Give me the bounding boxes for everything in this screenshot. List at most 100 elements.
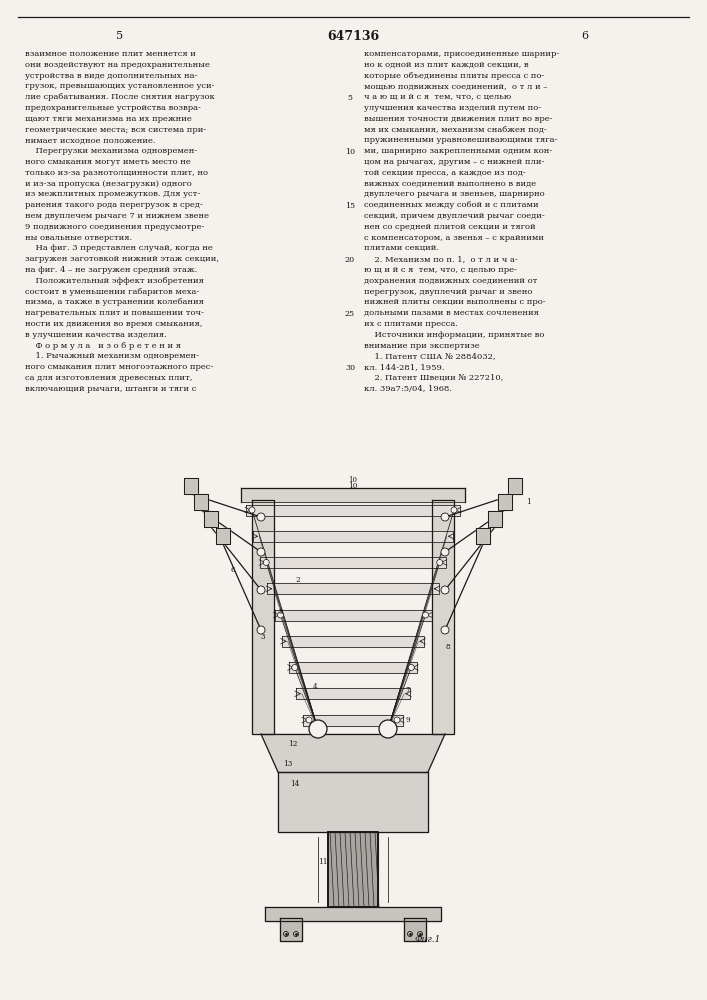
Text: ранения такого рода перегрузок в сред-: ранения такого рода перегрузок в сред- — [25, 201, 203, 209]
Polygon shape — [253, 531, 453, 542]
Text: на фиг. 4 – не загружен средний этаж.: на фиг. 4 – не загружен средний этаж. — [25, 266, 197, 274]
Text: 4: 4 — [312, 683, 317, 691]
Text: 6: 6 — [581, 31, 588, 41]
Polygon shape — [498, 494, 512, 510]
Text: дольными пазами в местах сочленения: дольными пазами в местах сочленения — [364, 309, 539, 317]
Text: включающий рычаги, штанги и тяги с: включающий рычаги, штанги и тяги с — [25, 385, 197, 393]
Text: нен со средней плитой секции и тягой: нен со средней плитой секции и тягой — [364, 223, 536, 231]
Circle shape — [257, 586, 265, 594]
Polygon shape — [280, 918, 302, 941]
Text: 647136: 647136 — [327, 29, 379, 42]
Polygon shape — [216, 528, 230, 544]
Text: Положительный эффект изобретения: Положительный эффект изобретения — [25, 277, 204, 285]
Text: улучшения качества изделий путем по-: улучшения качества изделий путем по- — [364, 104, 541, 112]
Text: состоит в уменьшении габаритов меха-: состоит в уменьшении габаритов меха- — [25, 288, 199, 296]
Text: Перегрузки механизма одновремен-: Перегрузки механизма одновремен- — [25, 147, 197, 155]
Circle shape — [257, 548, 265, 556]
Text: 11: 11 — [318, 858, 328, 866]
Polygon shape — [476, 528, 490, 544]
Text: ного смыкания плит многоэтажного прес-: ного смыкания плит многоэтажного прес- — [25, 363, 214, 371]
Circle shape — [278, 612, 284, 618]
Text: 12: 12 — [288, 740, 298, 748]
Circle shape — [441, 626, 449, 634]
Text: 2. Патент Швеции № 227210,: 2. Патент Швеции № 227210, — [364, 374, 503, 382]
Circle shape — [437, 560, 443, 566]
Text: Источники информации, принятые во: Источники информации, принятые во — [364, 331, 544, 339]
Text: 9: 9 — [406, 716, 410, 724]
Circle shape — [441, 586, 449, 594]
Polygon shape — [328, 832, 378, 907]
Text: но к одной из плит каждой секции, в: но к одной из плит каждой секции, в — [364, 61, 529, 69]
Text: пружиненными уравновешивающими тяга-: пружиненными уравновешивающими тяга- — [364, 136, 557, 144]
Polygon shape — [281, 636, 424, 647]
Polygon shape — [488, 511, 502, 527]
Polygon shape — [246, 504, 460, 516]
Circle shape — [379, 720, 397, 738]
Text: Фиг.1: Фиг.1 — [415, 936, 441, 944]
Text: с компенсатором, а звенья – с крайними: с компенсатором, а звенья – с крайними — [364, 234, 544, 242]
Text: грузок, превышающих установленное уси-: грузок, превышающих установленное уси- — [25, 82, 214, 90]
Text: предохранительные устройства возвра-: предохранительные устройства возвра- — [25, 104, 201, 112]
Text: кл. 39а7:5/04, 1968.: кл. 39а7:5/04, 1968. — [364, 385, 452, 393]
Polygon shape — [261, 734, 445, 772]
Text: 5: 5 — [279, 608, 284, 616]
Text: мя их смыкания, механизм снабжен под-: мя их смыкания, механизм снабжен под- — [364, 126, 547, 134]
Polygon shape — [204, 511, 218, 527]
Text: 25: 25 — [345, 310, 355, 318]
Text: 2: 2 — [296, 576, 300, 584]
Circle shape — [306, 717, 312, 723]
Text: 8: 8 — [445, 643, 450, 651]
Circle shape — [451, 507, 457, 513]
Text: нагревательных плит и повышении точ-: нагревательных плит и повышении точ- — [25, 309, 204, 317]
Polygon shape — [303, 714, 403, 726]
Text: секций, причем двуплечий рычаг соеди-: секций, причем двуплечий рычаг соеди- — [364, 212, 545, 220]
Circle shape — [309, 720, 327, 738]
Polygon shape — [508, 478, 522, 494]
Text: 14: 14 — [291, 780, 300, 788]
Text: внимание при экспертизе: внимание при экспертизе — [364, 342, 479, 350]
Text: щают тяги механизма на их прежние: щают тяги механизма на их прежние — [25, 115, 192, 123]
Polygon shape — [404, 918, 426, 941]
Text: компенсаторами, присоединенные шарнир-: компенсаторами, присоединенные шарнир- — [364, 50, 559, 58]
Text: их с плитами пресса.: их с плитами пресса. — [364, 320, 458, 328]
Text: ного смыкания могут иметь место не: ного смыкания могут иметь место не — [25, 158, 191, 166]
Text: цом на рычагах, другим – с нижней пли-: цом на рычагах, другим – с нижней пли- — [364, 158, 544, 166]
Polygon shape — [265, 907, 441, 921]
Text: На фиг. 3 представлен случай, когда не: На фиг. 3 представлен случай, когда не — [25, 244, 213, 252]
Polygon shape — [184, 478, 198, 494]
Text: 1. Патент США № 2884032,: 1. Патент США № 2884032, — [364, 352, 496, 360]
Text: 10: 10 — [349, 476, 358, 484]
Text: устройства в виде дополнительных на-: устройства в виде дополнительных на- — [25, 72, 197, 80]
Text: 13: 13 — [284, 760, 293, 768]
Text: 7: 7 — [406, 686, 410, 694]
Text: нем двуплечем рычаге 7 и нижнем звене: нем двуплечем рычаге 7 и нижнем звене — [25, 212, 209, 220]
Text: дохранения подвижных соединений от: дохранения подвижных соединений от — [364, 277, 537, 285]
Text: вижных соединений выполнено в виде: вижных соединений выполнено в виде — [364, 180, 536, 188]
Circle shape — [408, 664, 414, 670]
Text: ю щ и й с я  тем, что, с целью пре-: ю щ и й с я тем, что, с целью пре- — [364, 266, 517, 274]
Text: загружен заготовкой нижний этаж секции,: загружен заготовкой нижний этаж секции, — [25, 255, 219, 263]
Circle shape — [249, 507, 255, 513]
Text: 5: 5 — [348, 94, 353, 102]
Polygon shape — [194, 494, 208, 510]
Text: мощью подвижных соединений,  о т л и –: мощью подвижных соединений, о т л и – — [364, 82, 547, 90]
Text: и из-за пропуска (незагрузки) одного: и из-за пропуска (незагрузки) одного — [25, 180, 192, 188]
Circle shape — [441, 548, 449, 556]
Text: в улучшении качества изделия.: в улучшении качества изделия. — [25, 331, 167, 339]
Circle shape — [257, 626, 265, 634]
Polygon shape — [241, 488, 465, 502]
Text: нижней плиты секции выполнены с про-: нижней плиты секции выполнены с про- — [364, 298, 546, 306]
Text: ми, шарнирно закрепленными одним кон-: ми, шарнирно закрепленными одним кон- — [364, 147, 552, 155]
Polygon shape — [252, 500, 274, 734]
Polygon shape — [260, 557, 445, 568]
Text: из межплитных промежутков. Для уст-: из межплитных промежутков. Для уст- — [25, 190, 200, 198]
Text: 1. Рычажный механизм одновремен-: 1. Рычажный механизм одновремен- — [25, 352, 199, 360]
Text: 10: 10 — [345, 148, 355, 156]
Polygon shape — [288, 662, 417, 673]
Text: нимает исходное положение.: нимает исходное положение. — [25, 136, 156, 144]
Polygon shape — [432, 500, 454, 734]
Text: соединенных между собой и с плитами: соединенных между собой и с плитами — [364, 201, 539, 209]
Text: 15: 15 — [345, 202, 355, 210]
Text: вышения точности движения плит во вре-: вышения точности движения плит во вре- — [364, 115, 552, 123]
Text: взаимное положение плит меняется и: взаимное положение плит меняется и — [25, 50, 196, 58]
